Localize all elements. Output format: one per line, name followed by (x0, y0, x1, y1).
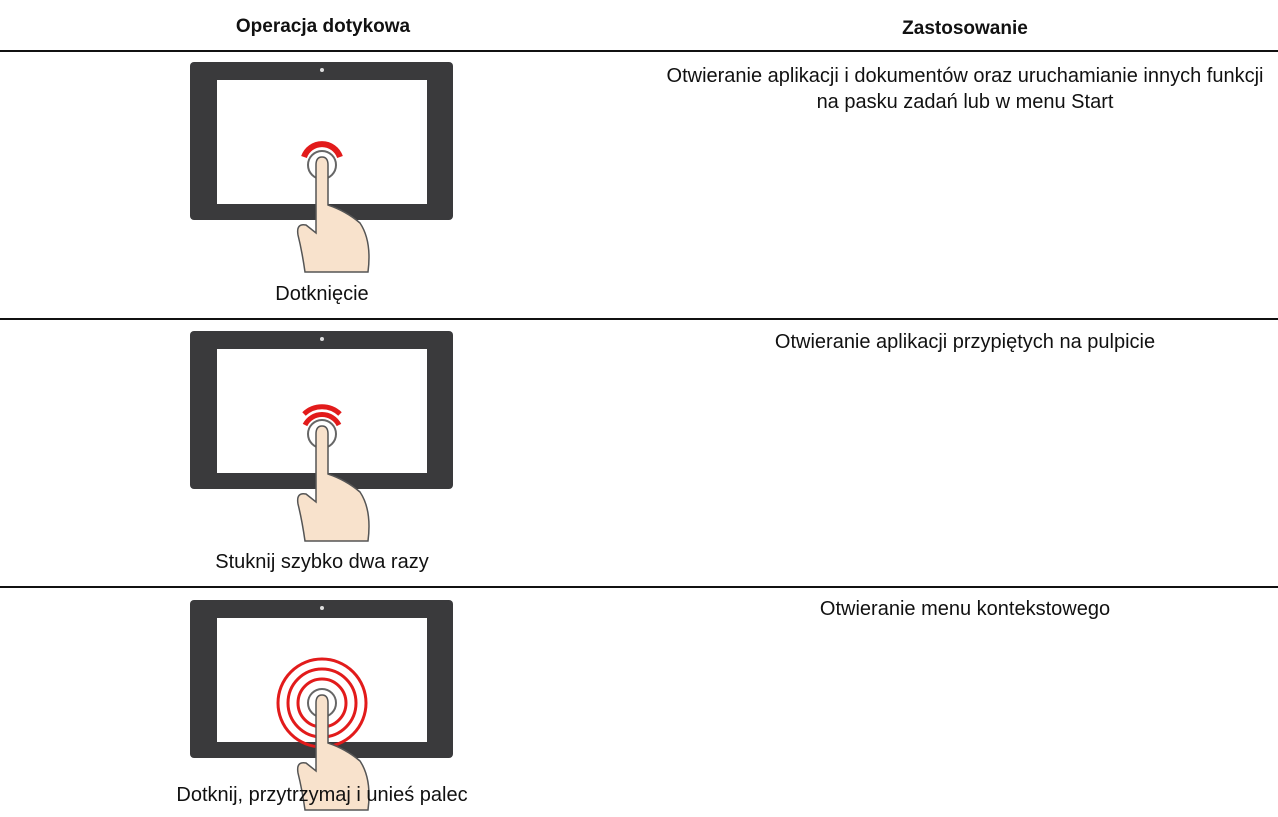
camera (320, 337, 324, 341)
row-rule (0, 318, 1278, 320)
tap-ripple (301, 141, 343, 159)
usage-text: Otwieranie menu kontekstowego (819, 598, 1111, 620)
header-cell: Operacja dotykowa (235, 16, 411, 37)
row-rule (0, 50, 1278, 52)
header-cell: Zastosowanie (902, 18, 1028, 39)
finger (296, 425, 370, 542)
tap-ripple (302, 404, 342, 416)
row-rule (0, 586, 1278, 588)
usage-text: Otwieranie aplikacji przypiętych na pulp… (774, 331, 1156, 353)
camera (320, 606, 324, 610)
tap-ripple (302, 411, 342, 427)
gesture-caption: Stuknij szybko dwa razy (215, 551, 429, 573)
gesture-caption: Dotknięcie (275, 283, 369, 305)
finger (296, 156, 370, 273)
finger (296, 694, 370, 811)
gesture-caption: Dotknij, przytrzymaj i unieś palec (176, 784, 468, 806)
usage-text: Otwieranie aplikacji i dokumentów oraz u… (666, 65, 1264, 113)
camera (320, 68, 324, 72)
